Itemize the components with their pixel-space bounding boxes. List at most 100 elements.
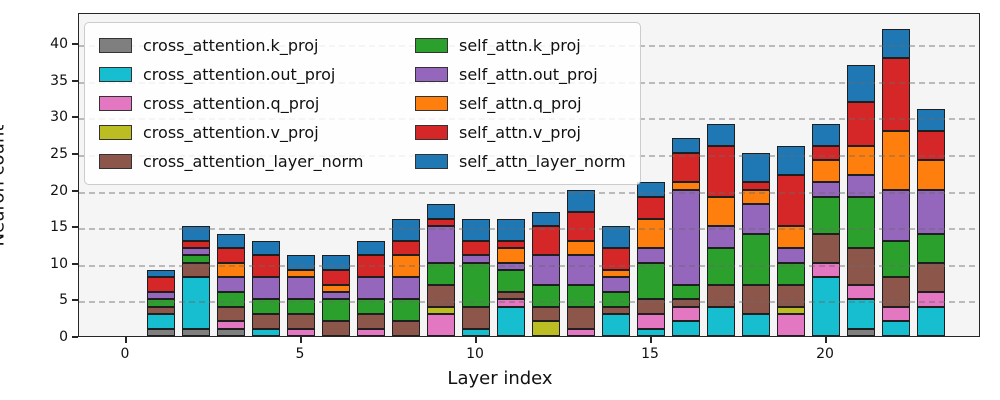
y-tick-0	[72, 336, 78, 338]
bar-segment-cross_attention.out_proj	[847, 299, 875, 329]
legend-label: self_attn.k_proj	[459, 36, 581, 55]
bar-segment-self_attn.out_proj	[322, 292, 350, 299]
bar-segment-self_attn.q_proj	[497, 248, 525, 263]
legend-item-cross_attention.k_proj: cross_attention.k_proj	[99, 36, 415, 55]
legend-label: cross_attention.k_proj	[143, 36, 319, 55]
bar-segment-cross_attention.out_proj	[707, 307, 735, 336]
bar-segment-self_attn.out_proj	[217, 277, 245, 292]
legend-patch-self_attn_layer_norm	[415, 154, 448, 169]
bar-segment-self_attn.v_proj	[217, 248, 245, 263]
x-tick-15	[650, 337, 652, 343]
bar-segment-cross_attention.out_proj	[182, 277, 210, 329]
bar-segment-self_attn.q_proj	[602, 270, 630, 277]
bar-segment-cross_attention_layer_norm	[602, 307, 630, 314]
legend-label: cross_attention.q_proj	[143, 94, 320, 113]
bar-segment-self_attn.v_proj	[637, 197, 665, 219]
bar-segment-self_attn.v_proj	[357, 255, 385, 277]
bar-segment-self_attn.v_proj	[532, 226, 560, 255]
bar-segment-self_attn.q_proj	[672, 182, 700, 190]
bar-segment-self_attn_layer_norm	[497, 219, 525, 241]
y-tick-15	[72, 226, 78, 228]
bar-segment-self_attn.out_proj	[182, 248, 210, 255]
bar-segment-self_attn_layer_norm	[462, 219, 490, 241]
bar-segment-self_attn_layer_norm	[427, 204, 455, 219]
bar-segment-cross_attention_layer_norm	[637, 299, 665, 314]
legend-label: cross_attention.v_proj	[143, 123, 319, 142]
y-tick-30	[72, 116, 78, 118]
bar-segment-cross_attention_layer_norm	[357, 314, 385, 329]
bar-segment-self_attn.out_proj	[497, 263, 525, 270]
legend-item-self_attn.k_proj: self_attn.k_proj	[415, 36, 626, 55]
gridline-y5	[79, 301, 979, 303]
bar-segment-self_attn.v_proj	[602, 248, 630, 270]
bar-segment-self_attn_layer_norm	[252, 241, 280, 255]
bar-segment-self_attn_layer_norm	[392, 219, 420, 241]
bar-segment-self_attn.k_proj	[217, 292, 245, 307]
bar-segment-cross_attention.out_proj	[252, 329, 280, 336]
bar-segment-self_attn.v_proj	[917, 131, 945, 160]
bar-segment-cross_attention_layer_norm	[287, 314, 315, 329]
legend-item-self_attn.v_proj: self_attn.v_proj	[415, 123, 626, 142]
bar-segment-self_attn.k_proj	[462, 263, 490, 307]
bar-segment-cross_attention_layer_norm	[182, 263, 210, 277]
legend-item-self_attn_layer_norm: self_attn_layer_norm	[415, 152, 626, 171]
bar-segment-self_attn.k_proj	[777, 263, 805, 285]
bar-segment-self_attn.q_proj	[637, 219, 665, 248]
bar-segment-cross_attention.q_proj	[567, 329, 595, 336]
bar-segment-self_attn_layer_norm	[567, 190, 595, 212]
legend-patch-self_attn.q_proj	[415, 96, 448, 111]
y-tick-label-5: 5	[59, 292, 68, 308]
bar-segment-cross_attention.q_proj	[917, 292, 945, 307]
bar-segment-self_attn.out_proj	[567, 255, 595, 285]
bar-segment-self_attn.k_proj	[182, 255, 210, 263]
bar-segment-self_attn.k_proj	[427, 263, 455, 285]
gridline-y10	[79, 265, 979, 267]
bar-segment-cross_attention_layer_norm	[392, 321, 420, 336]
x-tick-label-10: 10	[466, 346, 484, 362]
bar-segment-self_attn.k_proj	[707, 248, 735, 285]
bar-segment-self_attn.out_proj	[882, 190, 910, 241]
bar-segment-self_attn.q_proj	[777, 226, 805, 248]
y-tick-label-20: 20	[50, 183, 68, 199]
bar-segment-self_attn.k_proj	[567, 285, 595, 307]
bar-segment-self_attn.v_proj	[777, 175, 805, 226]
y-tick-20	[72, 190, 78, 192]
bar-segment-self_attn.k_proj	[917, 234, 945, 263]
legend-patch-cross_attention.out_proj	[99, 67, 132, 82]
bar-segment-self_attn_layer_norm	[777, 146, 805, 175]
legend-label: cross_attention_layer_norm	[143, 152, 364, 171]
bar-segment-cross_attention_layer_norm	[777, 285, 805, 307]
bar-segment-self_attn.k_proj	[882, 241, 910, 277]
x-axis-label: Layer index	[447, 368, 553, 389]
bar-segment-cross_attention_layer_norm	[532, 307, 560, 321]
bar-segment-self_attn.out_proj	[742, 204, 770, 234]
y-tick-label-30: 30	[50, 109, 68, 125]
legend-item-cross_attention.v_proj: cross_attention.v_proj	[99, 123, 415, 142]
bar-segment-self_attn.v_proj	[567, 212, 595, 241]
bar-segment-cross_attention.q_proj	[287, 329, 315, 336]
bar-segment-self_attn.q_proj	[392, 255, 420, 277]
bar-segment-cross_attention.out_proj	[812, 277, 840, 336]
bar-segment-self_attn_layer_norm	[217, 234, 245, 248]
bar-segment-self_attn.out_proj	[462, 255, 490, 263]
x-tick-0	[125, 337, 127, 343]
bar-segment-self_attn.v_proj	[812, 146, 840, 160]
x-tick-label-0: 0	[120, 346, 130, 362]
bar-segment-self_attn.k_proj	[742, 234, 770, 285]
bar-segment-self_attn_layer_norm	[532, 212, 560, 226]
bar-segment-self_attn_layer_norm	[182, 226, 210, 241]
bar-segment-self_attn_layer_norm	[707, 124, 735, 146]
legend-label: self_attn.v_proj	[459, 123, 581, 142]
bar-segment-cross_attention.k_proj	[182, 329, 210, 336]
bar-segment-cross_attention_layer_norm	[847, 248, 875, 285]
legend-label: self_attn.out_proj	[459, 65, 598, 84]
legend-item-cross_attention_layer_norm: cross_attention_layer_norm	[99, 152, 415, 171]
bar-segment-cross_attention.out_proj	[672, 321, 700, 336]
bar-segment-self_attn.k_proj	[847, 197, 875, 248]
bar-segment-self_attn.k_proj	[322, 299, 350, 321]
bar-segment-self_attn.out_proj	[392, 277, 420, 299]
bar-segment-cross_attention.out_proj	[742, 314, 770, 336]
bar-segment-cross_attention_layer_norm	[742, 285, 770, 314]
legend: cross_attention.k_proj cross_attention.ou…	[84, 22, 641, 185]
x-tick-5	[300, 337, 302, 343]
